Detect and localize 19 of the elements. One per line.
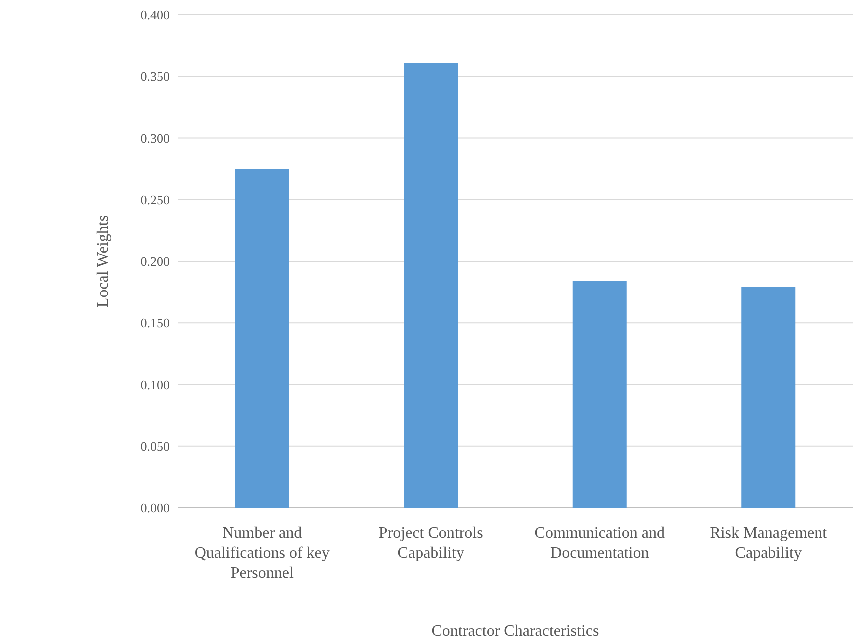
bar [404,63,458,508]
y-tick-label: 0.200 [140,254,170,270]
y-tick-label: 0.350 [140,69,170,84]
y-axis-title: Local Weights [95,215,112,308]
x-tick-label: Number and Qualifications of key Personnel [194,525,330,582]
x-tick-label: Communication and Documentation [534,525,665,562]
bar [235,169,290,508]
y-tick-label: 0.300 [140,130,170,146]
y-tick-label: 0.150 [140,316,170,331]
y-tick-label: 0.250 [140,192,170,208]
bar [572,281,627,508]
x-tick-label: Project Controls Capability [378,525,484,562]
x-axis-title: Contractor Characteristics [432,623,600,640]
bar [742,287,796,508]
y-tick-label: 0.050 [140,438,170,454]
y-tick-label: 0.000 [140,500,170,516]
x-tick-label: Risk Management Capability [710,525,828,562]
y-tick-label: 0.400 [140,8,170,23]
y-tick-label: 0.100 [140,377,170,392]
